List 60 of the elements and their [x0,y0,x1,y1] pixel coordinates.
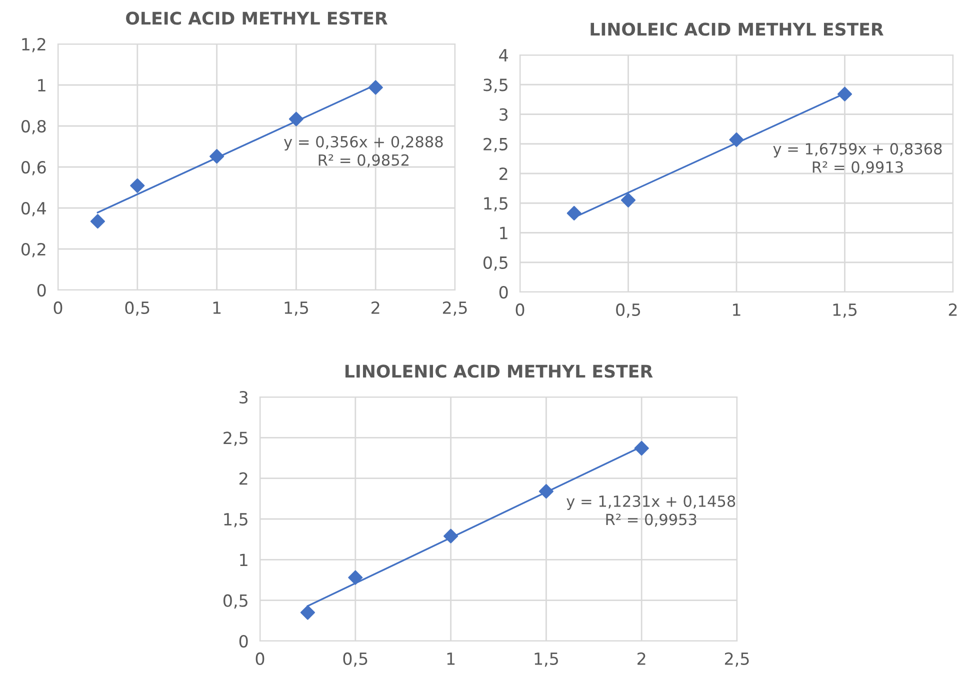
x-tick-label: 0,5 [343,652,368,667]
point [348,570,363,585]
x-tick-label: 1 [447,652,455,665]
annotation: y = 1,6759x + 0,8368 R² = 0,9913 [773,143,942,174]
y-tick-label: 3 [240,390,248,404]
y-tick-label: 0,4 [21,202,46,216]
point [288,112,304,126]
y-tick-label: 0,5 [223,594,248,609]
x-tick-label: 2 [638,652,646,665]
point [368,80,383,95]
point [210,149,224,164]
chart-title: LINOLENIC ACID METHYL ESTER [345,364,653,378]
y-tick-label: 2 [500,167,508,180]
point [300,605,315,620]
y-tick-label: 3 [500,108,508,121]
x-tick-label: 2,5 [724,652,749,667]
annotation: y = 1,1231x + 0,1458 R² = 0,9953 [566,495,736,527]
y-tick-label: 1,5 [484,197,508,212]
point [837,86,852,102]
y-tick-label: 0,8 [21,120,46,134]
y-tick-label: 0,5 [483,256,508,271]
chart-title: LINOLEIC ACID METHYL ESTER [590,22,884,36]
x-tick-label: 0 [256,652,264,666]
y-tick-label: 2,5 [484,138,508,152]
y-tick-label: 0 [499,286,508,299]
x-tick-label: 0 [516,303,524,316]
y-tick-label: 1,2 [22,38,46,52]
point [444,528,458,544]
x-tick-label: 0,5 [616,303,640,318]
point [729,132,744,148]
y-tick-label: 0 [37,284,46,297]
x-tick-label: 0,5 [125,301,150,316]
x-tick-label: 1 [213,302,221,314]
x-tick-label: 2,5 [442,301,467,316]
point [634,440,649,456]
x-tick-label: 1,5 [284,302,308,316]
y-tick-label: 3,5 [484,78,508,93]
point [90,214,105,229]
x-tick-label: 2 [372,301,380,314]
x-tick-label: 1,5 [534,652,558,667]
y-tick-label: 1,5 [224,513,248,528]
x-tick-label: 1,5 [833,304,857,318]
y-tick-label: 1 [240,554,248,566]
x-tick-label: 1 [733,304,740,316]
annotation: y = 0,356x + 0,2888 R² = 0,9852 [284,136,443,168]
chart-title: OLEIC ACID METHYL ESTER [126,12,388,25]
y-tick-label: 1 [38,79,46,92]
point [538,484,554,499]
y-tick-label: 0 [239,634,248,648]
y-tick-label: 2,5 [224,432,248,446]
y-tick-label: 2 [240,472,248,485]
y-tick-label: 1 [500,226,508,240]
point [130,178,145,193]
point [620,192,636,208]
point [566,206,582,220]
x-tick-label: 0 [54,301,62,314]
x-tick-label: 2 [948,303,957,316]
y-tick-label: 0,2 [21,242,46,258]
y-tick-label: 4 [499,49,508,62]
y-tick-label: 0,6 [21,160,46,176]
